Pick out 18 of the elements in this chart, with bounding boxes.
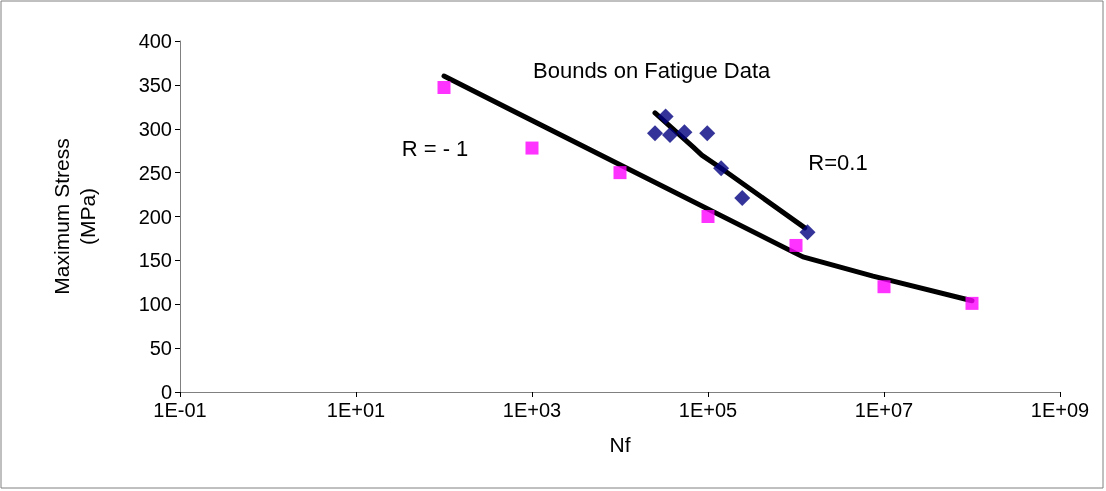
y-tick-label: 100 [138, 293, 172, 316]
x-axis-title: Nf [609, 433, 631, 456]
y-tick-label: 300 [138, 117, 172, 140]
y-tick-label: 250 [138, 161, 172, 184]
y-axis-title: Maximum Stress (MPa) [49, 138, 99, 295]
text: Bounds on Fatigue Data [533, 57, 772, 83]
x-tick-label: 1E+01 [326, 399, 386, 421]
x-tick-label: 1E+07 [854, 399, 914, 421]
y-tick-label: 150 [138, 249, 172, 272]
x-tick-label: 1E+03 [502, 399, 562, 421]
y-tick-label: 200 [138, 205, 172, 228]
y-tick-label: 400 [138, 30, 172, 52]
y-tick-label: 50 [149, 337, 172, 360]
annotation: R=0.1 [808, 149, 868, 175]
x-tick-label: 1E+05 [678, 399, 738, 421]
y-tick-label: 350 [138, 73, 172, 96]
x-tick-label: 1E+09 [1030, 399, 1090, 421]
annotation: R = - 1 [401, 135, 469, 161]
